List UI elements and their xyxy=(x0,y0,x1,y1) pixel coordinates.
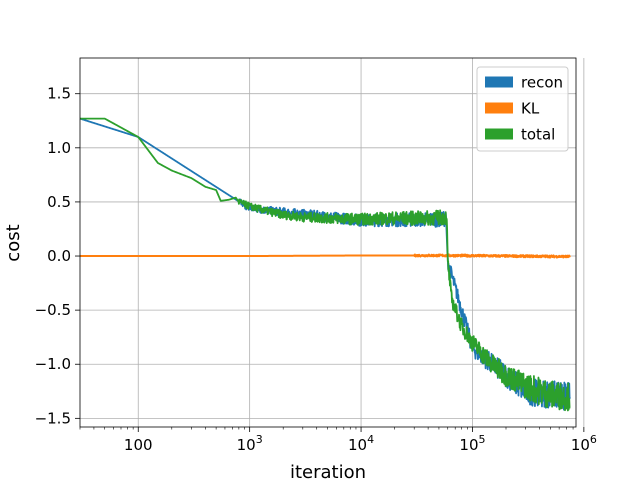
x-tick-label: 103 xyxy=(237,433,263,454)
x-tick-label: 106 xyxy=(571,433,597,454)
x-tick-label: 105 xyxy=(459,433,485,454)
legend-label-total: total xyxy=(521,126,555,144)
x-axis-label: iteration xyxy=(290,462,366,480)
legend: recon KL total xyxy=(476,66,569,152)
y-tick-label: 1.0 xyxy=(47,139,71,157)
y-axis-label: cost xyxy=(3,224,24,261)
y-tick-label: −1.0 xyxy=(35,355,71,373)
y-tick-label: −1.5 xyxy=(35,409,71,427)
x-tick-label: 100 xyxy=(124,436,153,454)
y-tick-label: 1.5 xyxy=(47,85,71,103)
plot-frame xyxy=(79,57,577,428)
ticks: 100 103 104 105 106 1.5 1.0 0.5 0.0 −0.5 −1.0 −1.5 xyxy=(35,85,597,454)
series-lines xyxy=(79,117,571,412)
legend-swatch-total xyxy=(485,128,513,140)
legend-swatch-KL xyxy=(485,102,513,114)
series-line-total xyxy=(79,117,571,412)
legend-label-recon: recon xyxy=(521,74,563,92)
y-tick-label: −0.5 xyxy=(35,301,71,319)
legend-label-KL: KL xyxy=(521,100,540,118)
x-tick-label: 104 xyxy=(348,433,374,454)
legend-swatch-recon xyxy=(485,76,513,88)
series-line-KL xyxy=(79,253,571,259)
y-tick-label: 0.0 xyxy=(47,247,71,265)
y-tick-label: 0.5 xyxy=(47,193,71,211)
